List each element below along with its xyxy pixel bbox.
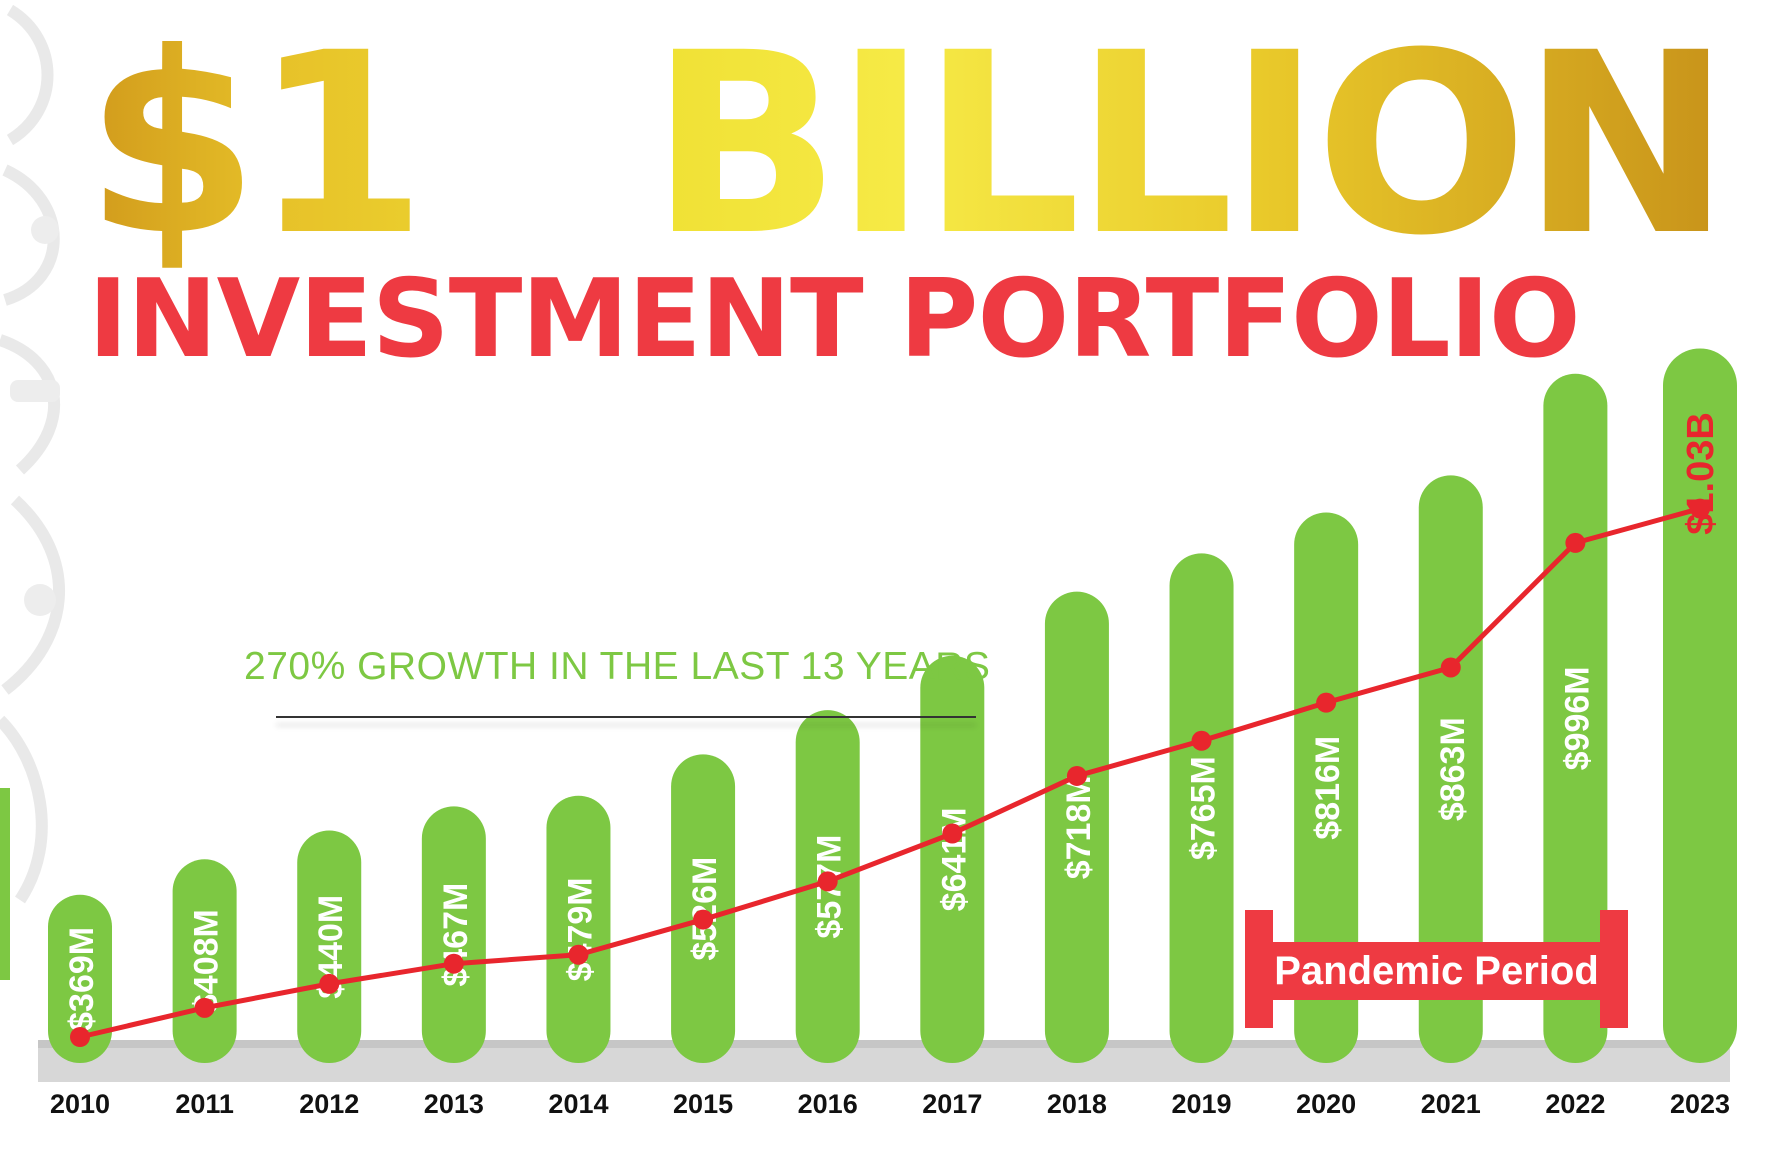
trend-point-2017 (942, 823, 963, 844)
bar-value-label-2018: $718M (1060, 775, 1098, 879)
trend-line (79, 506, 1701, 1040)
pandemic-period-marker: Pandemic Period (1245, 910, 1628, 1028)
trend-point-2018 (1066, 765, 1087, 786)
bar-value-label-2011: $408M (188, 909, 226, 1013)
trend-point-2023 (1690, 498, 1710, 519)
x-tick-label-2016: 2016 (798, 1089, 858, 1119)
bar-2012 (297, 830, 362, 1063)
bar-2022 (1543, 373, 1608, 1063)
growth-annotation: 270% GROWTH IN THE LAST 13 YEARS (244, 645, 991, 688)
bar-value-label-2017: $641M (935, 807, 973, 911)
trend-point-2014 (568, 944, 589, 965)
decorative-pattern (0, 4, 65, 904)
bar-value-label-2022: $996M (1558, 666, 1596, 770)
bar-value-label-2010: $369M (63, 927, 101, 1031)
bar-2017 (920, 655, 985, 1063)
bar-2015 (671, 754, 736, 1063)
x-tick-label-2019: 2019 (1171, 1089, 1231, 1119)
x-tick-label-2021: 2021 (1421, 1089, 1481, 1119)
x-tick-label-2011: 2011 (175, 1089, 234, 1119)
bar-2021 (1418, 475, 1483, 1063)
pandemic-period-label: Pandemic Period (1245, 942, 1628, 1000)
subheadline: INVESTMENT PORTFOLIO (88, 257, 1581, 382)
x-tick-label-2015: 2015 (673, 1089, 733, 1119)
trend-point-2016 (817, 871, 838, 892)
bar-2020 (1294, 512, 1359, 1063)
bar-2018 (1044, 591, 1109, 1063)
trend-point-2021 (1440, 657, 1461, 678)
x-tick-label-2020: 2020 (1296, 1089, 1356, 1119)
x-tick-label-2018: 2018 (1047, 1089, 1107, 1119)
bar-2019 (1169, 553, 1234, 1063)
annotation-underline (276, 716, 976, 718)
x-tick-label-2014: 2014 (548, 1089, 608, 1119)
trend-point-2011 (194, 997, 215, 1018)
bar-value-label-2021: $863M (1434, 717, 1472, 821)
x-tick-label-2012: 2012 (299, 1089, 359, 1119)
x-tick-label-2010: 2010 (50, 1089, 110, 1119)
trend-point-2012 (319, 973, 340, 994)
bar-value-label-2020: $816M (1309, 736, 1347, 840)
trend-point-2010 (70, 1027, 90, 1047)
bar-2013 (421, 806, 486, 1063)
x-tick-label-2023: 2023 (1670, 1089, 1730, 1119)
trend-point-2019 (1191, 730, 1212, 751)
x-tick-label-2022: 2022 (1545, 1089, 1605, 1119)
bar-value-label-2019: $765M (1185, 756, 1223, 860)
bar-value-label-2014: $479M (561, 877, 599, 981)
trend-point-2015 (693, 909, 714, 930)
bar-2014 (546, 795, 611, 1063)
bar-2010 (48, 894, 112, 1063)
bar-2023 (1663, 348, 1737, 1063)
x-tick-label-2017: 2017 (922, 1089, 982, 1119)
trend-point-2022 (1565, 532, 1586, 553)
x-tick-label-2013: 2013 (424, 1089, 484, 1119)
bar-value-label-2015: $526M (686, 857, 724, 961)
trend-point-2013 (443, 953, 464, 974)
baseline-shelf-edge (38, 1040, 1730, 1048)
trend-point-2020 (1316, 692, 1337, 713)
left-accent-strip (0, 788, 10, 980)
